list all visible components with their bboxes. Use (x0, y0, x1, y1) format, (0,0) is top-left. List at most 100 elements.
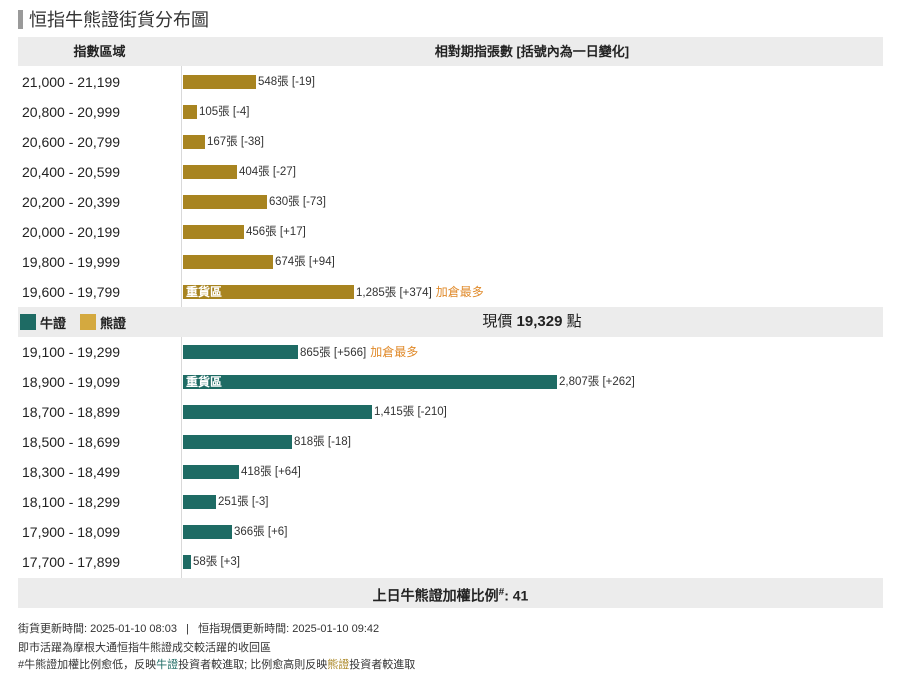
bull-bar (183, 465, 239, 479)
bar-value-text: 2,807張 [+262] (559, 376, 635, 388)
footer-ratio-note-b: 投資者較進取; 比例愈高則反映 (178, 659, 328, 671)
table-header: 指數區域 相對期指張數 [括號內為一日變化] (18, 37, 883, 66)
range-label: 18,100 - 18,299 (22, 494, 121, 510)
price-unit: 點 (566, 313, 582, 330)
bar-value-text: 865張 [+566] (300, 347, 367, 359)
max-add-note: 加倉最多 (370, 345, 419, 359)
bull-row: 18,500 - 18,699 818張 [-18] (18, 427, 883, 457)
bull-bar (183, 435, 292, 449)
range-label: 21,000 - 21,199 (22, 74, 121, 90)
bear-bar (183, 195, 267, 209)
bar-value-label: 2,807張 [+262] (559, 367, 635, 397)
bar-value-text: 366張 [+6] (234, 526, 288, 538)
bear-row: 20,600 - 20,799 167張 [-38] (18, 127, 883, 157)
bear-bar (183, 255, 273, 269)
range-label: 20,600 - 20,799 (22, 134, 121, 150)
legend-bear-label: 熊證 (100, 315, 127, 331)
bar-value-label: 1,415張 [-210] (374, 397, 447, 427)
bear-row: 20,800 - 20,999 105張 [-4] (18, 97, 883, 127)
bar-value-label: 630張 [-73] (269, 187, 326, 217)
bear-row: 20,000 - 20,199 456張 [+17] (18, 217, 883, 247)
header-quantity: 相對期指張數 [括號內為一日變化] (434, 44, 630, 59)
bear-row: 20,400 - 20,599 404張 [-27] (18, 157, 883, 187)
axis-divider-bull (181, 337, 182, 578)
footer-bull-word: 牛證 (156, 659, 179, 671)
max-add-note: 加倉最多 (435, 285, 484, 299)
bar-value-label: 105張 [-4] (199, 97, 250, 127)
bear-row: 20,200 - 20,399 630張 [-73] (18, 187, 883, 217)
range-label: 19,100 - 19,299 (22, 344, 121, 360)
range-label: 19,800 - 19,999 (22, 254, 121, 270)
ratio-value: : 41 (504, 587, 529, 604)
ratio-label: 上日牛熊證加權比例 (372, 587, 499, 604)
footer-ratio-note-c: 投資者較進取 (349, 659, 416, 671)
legend: 牛證 熊證 (20, 307, 140, 337)
bear-row: 21,000 - 21,199 548張 [-19] (18, 67, 883, 97)
price-label: 現價 (482, 313, 513, 330)
bear-bar (183, 105, 197, 119)
bar-value-text: 548張 [-19] (258, 76, 315, 88)
range-label: 18,500 - 18,699 (22, 434, 121, 450)
legend-bull-label: 牛證 (40, 315, 67, 331)
bar-value-label: 1,285張 [+374] 加倉最多 (356, 277, 484, 307)
footer-ratio-note: #牛熊證加權比例愈低，反映牛證投資者較進取; 比例愈高則反映熊證投資者較進取 (18, 656, 415, 672)
bear-swatch (80, 314, 97, 330)
bear-bar (183, 225, 244, 239)
weighted-ratio-row: 上日牛熊證加權比例#: 41 (18, 578, 883, 608)
bar-value-label: 366張 [+6] (234, 517, 287, 547)
range-label: 18,700 - 18,899 (22, 404, 121, 420)
bar-value-label: 251張 [-3] (218, 487, 269, 517)
axis-divider-bear (181, 66, 182, 307)
bar-value-text: 404張 [-27] (239, 166, 296, 178)
bar-value-text: 105張 [-4] (199, 106, 250, 118)
bar-value-label: 674張 [+94] (275, 247, 335, 277)
heavy-zone-label: 重貨區 (186, 285, 223, 299)
footer-bear-word: 熊證 (327, 659, 350, 671)
bull-bar (183, 555, 191, 569)
footer-active-note: 即市活躍為摩根大通恒指牛熊證成交較活躍的收回區 (18, 642, 271, 654)
bar-value-text: 630張 [-73] (269, 196, 326, 208)
bull-bar (183, 405, 372, 419)
legend-bull: 牛證 (20, 313, 66, 332)
bull-row: 19,100 - 19,299 865張 [+566] 加倉最多 (18, 337, 883, 367)
bar-value-label: 865張 [+566] 加倉最多 (300, 337, 418, 367)
bar-value-label: 167張 [-38] (207, 127, 264, 157)
bar-value-label: 58張 [+3] (193, 547, 240, 577)
header-range: 指數區域 (73, 44, 126, 59)
bar-value-text: 674張 [+94] (275, 256, 335, 268)
range-label: 17,900 - 18,099 (22, 524, 121, 540)
current-price: 現價 19,329 點 (181, 307, 883, 337)
bull-bar (183, 495, 216, 509)
page-title: 恒指牛熊證街貨分布圖 (29, 10, 209, 30)
bar-value-text: 418張 [+64] (241, 466, 301, 478)
legend-bear: 熊證 (80, 313, 126, 332)
bar-value-text: 58張 [+3] (193, 556, 240, 568)
title-block: 恒指牛熊證街貨分布圖 (18, 8, 209, 30)
bar-value-label: 456張 [+17] (246, 217, 306, 247)
bar-value-text: 456張 [+17] (246, 226, 306, 238)
range-label: 18,900 - 19,099 (22, 374, 121, 390)
range-label: 20,800 - 20,999 (22, 104, 121, 120)
range-label: 17,700 - 17,899 (22, 554, 121, 570)
bull-bar (183, 345, 298, 359)
bull-row: 18,700 - 18,899 1,415張 [-210] (18, 397, 883, 427)
bar-value-label: 404張 [-27] (239, 157, 296, 187)
bar-value-text: 251張 [-3] (218, 496, 269, 508)
bull-row: 17,900 - 18,099 366張 [+6] (18, 517, 883, 547)
bull-swatch (20, 314, 36, 330)
bar-value-text: 167張 [-38] (207, 136, 264, 148)
bull-row: 17,700 - 17,899 58張 [+3] (18, 547, 883, 577)
footer-update-times: 街貨更新時間: 2025-01-10 08:03 | 恒指現價更新時間: 202… (18, 623, 380, 635)
current-price-row: 牛證 熊證 現價 19,329 點 (18, 307, 883, 337)
bear-row: 19,800 - 19,999 674張 [+94] (18, 247, 883, 277)
bear-bar (183, 75, 256, 89)
bar-value-text: 818張 [-18] (294, 436, 351, 448)
bull-row: 18,900 - 19,099 重貨區 2,807張 [+262] (18, 367, 883, 397)
bear-row: 19,600 - 19,799 重貨區 1,285張 [+374] 加倉最多 (18, 277, 883, 307)
bar-value-label: 418張 [+64] (241, 457, 301, 487)
range-label: 20,000 - 20,199 (22, 224, 121, 240)
bar-value-label: 548張 [-19] (258, 67, 315, 97)
bar-value-text: 1,285張 [+374] (356, 287, 432, 299)
bear-bar (183, 165, 237, 179)
bull-bar: 重貨區 (183, 375, 557, 389)
